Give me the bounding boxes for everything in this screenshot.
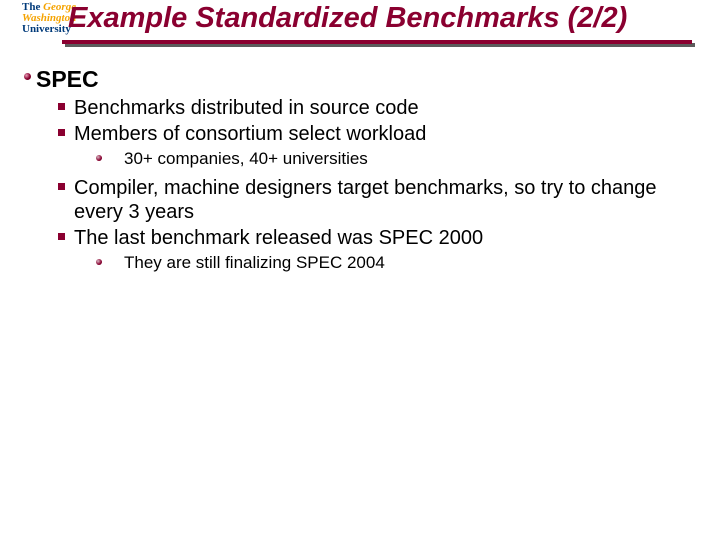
l3-text: They are still finalizing SPEC 2004 bbox=[124, 253, 385, 273]
title-rule bbox=[62, 40, 692, 46]
list-item: 30+ companies, 40+ universities bbox=[96, 149, 696, 169]
bullet-l2-icon bbox=[58, 103, 74, 110]
title-rule-main bbox=[62, 40, 692, 44]
slide: The George Washington University Example… bbox=[0, 0, 720, 540]
bullet-l1-icon bbox=[24, 73, 36, 80]
l2-text: The last benchmark released was SPEC 200… bbox=[74, 226, 491, 250]
list-item: The last benchmark released was SPEC 200… bbox=[58, 226, 696, 250]
list-item: SPEC bbox=[24, 66, 696, 92]
slide-header: The George Washington University Example… bbox=[0, 0, 720, 56]
list-item: Members of consortium select workload bbox=[58, 122, 696, 146]
bullet-l3-icon bbox=[96, 259, 124, 265]
l2-text: Members of consortium select workload bbox=[74, 122, 434, 146]
list-item: Benchmarks distributed in source code bbox=[58, 96, 696, 120]
l1-text: SPEC bbox=[36, 66, 99, 92]
l2-text: Benchmarks distributed in source code bbox=[74, 96, 427, 120]
slide-body: SPEC Benchmarks distributed in source co… bbox=[24, 66, 696, 279]
l3-text: 30+ companies, 40+ universities bbox=[124, 149, 368, 169]
bullet-l2-icon bbox=[58, 129, 74, 136]
list-item: They are still finalizing SPEC 2004 bbox=[96, 253, 696, 273]
l2-text: Compiler, machine designers target bench… bbox=[74, 176, 696, 224]
list-item: Compiler, machine designers target bench… bbox=[58, 176, 696, 224]
bullet-l2-icon bbox=[58, 233, 74, 240]
bullet-l3-icon bbox=[96, 155, 124, 161]
slide-title: Example Standardized Benchmarks (2/2) bbox=[68, 2, 708, 35]
bullet-l2-icon bbox=[58, 183, 74, 190]
logo-line-university: University bbox=[22, 23, 71, 35]
